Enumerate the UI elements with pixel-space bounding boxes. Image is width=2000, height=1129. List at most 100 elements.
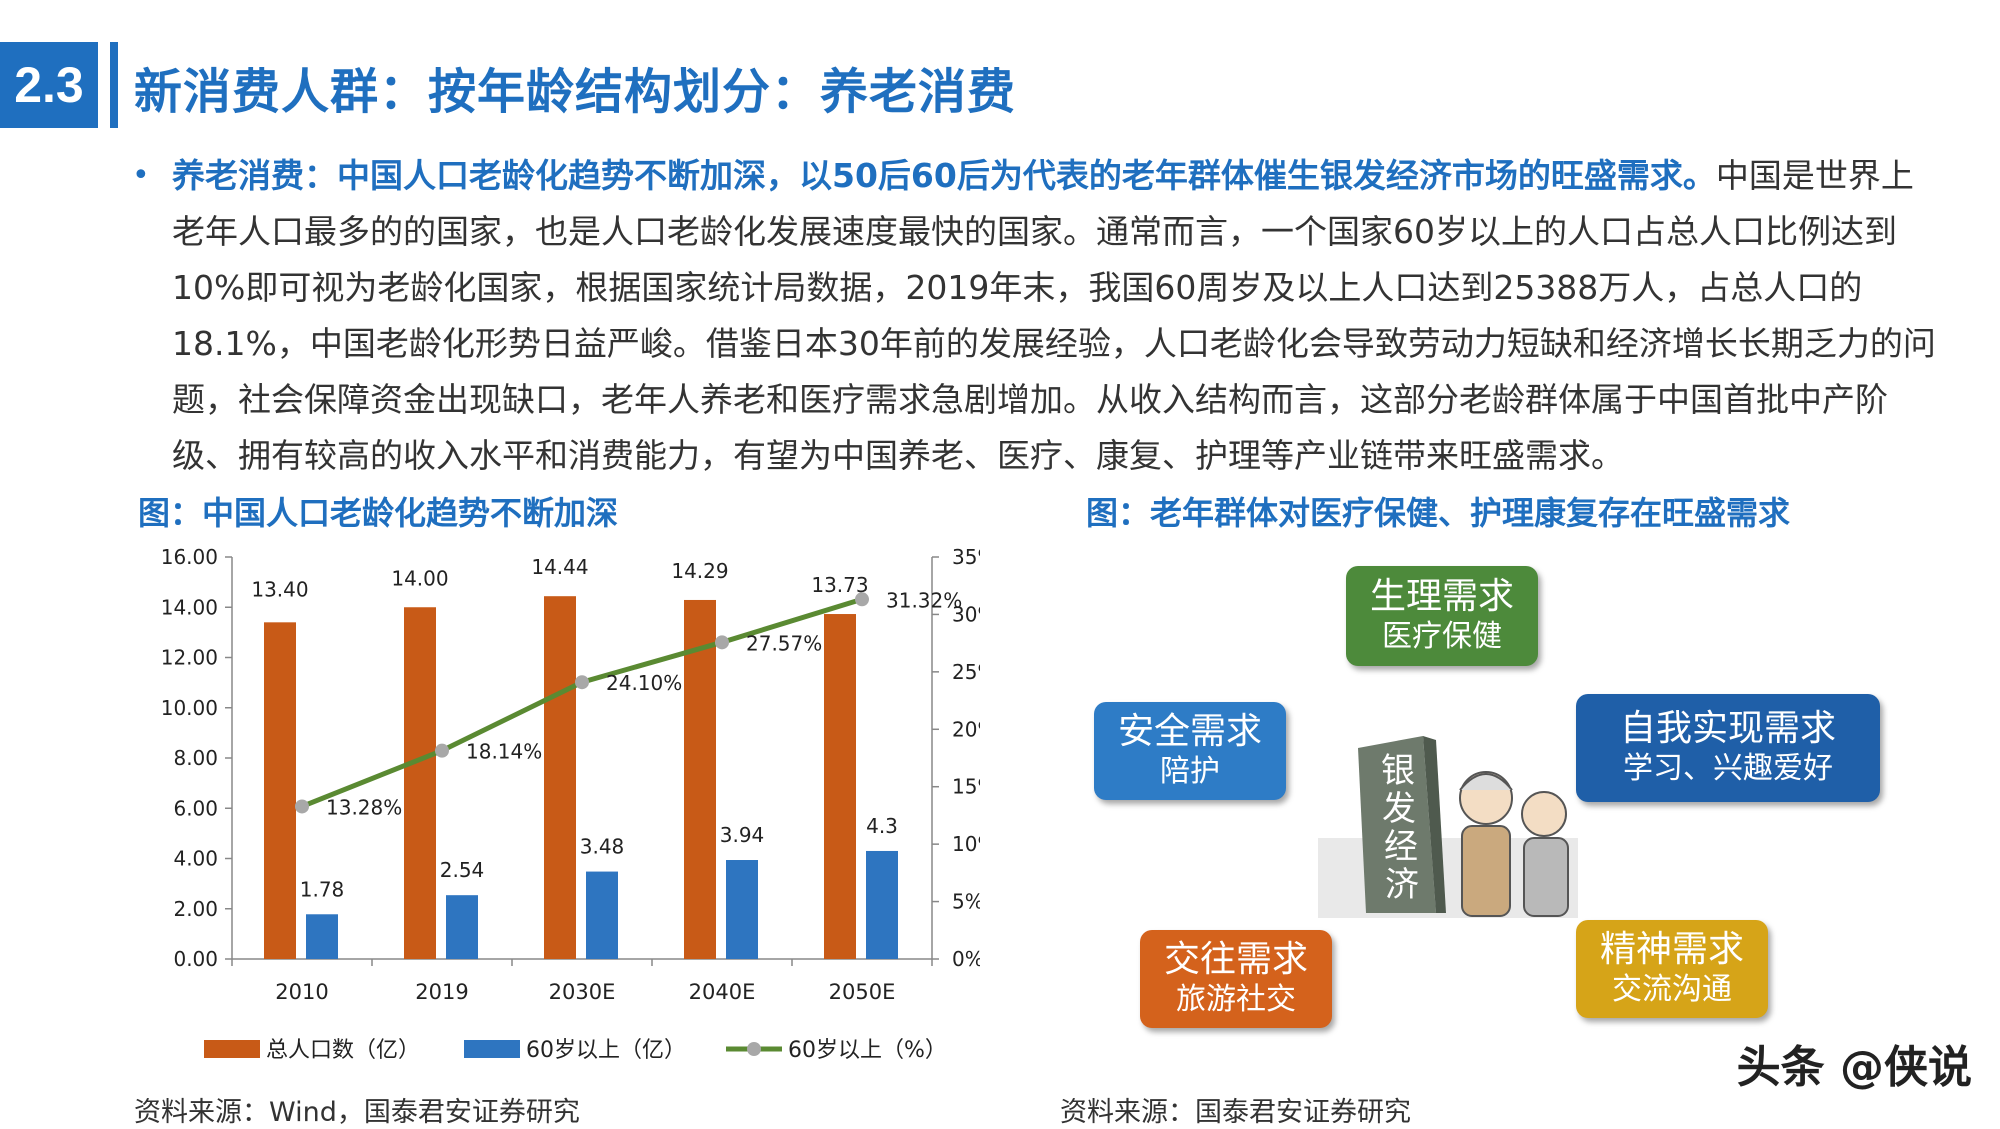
bar-elderly-population: [306, 914, 338, 959]
chart-line: [295, 592, 869, 814]
monument-char-3: 经: [1384, 827, 1418, 867]
y-left-tick-label: 12.00: [161, 646, 218, 670]
need-title: 交往需求: [1163, 939, 1308, 980]
y-right-tick-label: 15%: [952, 775, 980, 799]
x-tick-label: 2030E: [549, 980, 616, 1004]
bar-total-population-label: 13.73: [811, 573, 868, 597]
y-right-tick-label: 5%: [952, 890, 980, 914]
legend-label-line: 60岁以上（%）: [788, 1038, 947, 1063]
need-bubble-self-actualization: 自我实现需求 学习、兴趣爱好: [1576, 694, 1880, 802]
bar-elderly-population-label: 4.3: [866, 814, 898, 838]
body-lead: 养老消费：中国人口老龄化趋势不断加深，以50后60后为代表的老年群体催生银发经济…: [172, 156, 1716, 195]
bar-total-population: [544, 596, 576, 959]
y-left-tick-label: 16.00: [161, 545, 218, 569]
page-title: 新消费人群：按年龄结构划分：养老消费: [134, 64, 1017, 120]
need-title: 精神需求: [1599, 929, 1744, 970]
need-bubble-physiological: 生理需求 医疗保健: [1346, 566, 1538, 666]
monument-char-2: 发: [1382, 789, 1416, 829]
aging-trend-chart: 16.00 14.00 12.00 10.00 8.00 6.00 4.00 2.00 0.00…: [161, 545, 980, 1063]
watermark: 头条 @侠说: [1736, 1042, 1972, 1093]
need-subtitle: 旅游社交: [1176, 982, 1296, 1017]
y-left-tick-label: 10.00: [161, 696, 218, 720]
legend-swatch-elderly: [464, 1040, 520, 1058]
x-tick-label: 2040E: [689, 980, 756, 1004]
legend-label-total: 总人口数（亿）: [266, 1038, 420, 1063]
y-right-tick-label: 25%: [952, 660, 980, 684]
need-bubble-social: 交往需求 旅游社交: [1140, 930, 1332, 1028]
chart-axes: 16.00 14.00 12.00 10.00 8.00 6.00 4.00 2.00 0.00…: [161, 545, 980, 1004]
need-subtitle: 学习、兴趣爱好: [1623, 751, 1833, 786]
need-bubble-safety: 安全需求 陪护: [1094, 702, 1286, 800]
bar-total-population-label: 14.44: [531, 555, 588, 579]
need-subtitle: 交流沟通: [1612, 972, 1732, 1007]
need-subtitle: 陪护: [1160, 754, 1220, 789]
legend-swatch-marker: [747, 1042, 761, 1056]
bar-elderly-population-label: 1.78: [300, 877, 345, 901]
y-left-tick-label: 8.00: [173, 746, 218, 770]
x-tick-label: 2019: [415, 980, 468, 1004]
bullet-icon: •: [132, 158, 150, 193]
y-right-tick-label: 30%: [952, 602, 980, 626]
line-point: [715, 635, 729, 650]
section-number: 2.3: [14, 57, 84, 113]
line-point-label: 27.57%: [746, 631, 822, 655]
section-number-badge: 2.3: [0, 42, 98, 128]
bar-total-population: [824, 614, 856, 959]
line-point: [435, 743, 449, 758]
y-left-tick-label: 6.00: [173, 796, 218, 820]
y-left-tick-label: 0.00: [173, 947, 218, 971]
monument-icon: [1358, 736, 1446, 913]
y-right-tick-label: 20%: [952, 717, 980, 741]
monument-char-4: 济: [1385, 865, 1419, 905]
figure-right-title: 图：老年群体对医疗保健、护理康复存在旺盛需求: [1086, 494, 1791, 532]
title-accent-bar: [110, 42, 118, 128]
line-point-label: 18.14%: [466, 740, 542, 764]
bar-elderly-population: [586, 871, 618, 959]
silver-economy-illustration: 银 发 经 济: [1318, 736, 1578, 918]
bar-total-population-label: 14.29: [671, 559, 728, 583]
line-point-label: 31.32%: [886, 588, 962, 612]
y-left-tick-label: 4.00: [173, 847, 218, 871]
bar-total-population: [684, 599, 716, 959]
body-text: 中国是世界上老年人口最多的的国家，也是人口老龄化发展速度最快的国家。通常而言，一…: [172, 156, 1936, 475]
elderly-woman-icon: [1459, 771, 1513, 917]
y-left-tick-label: 14.00: [161, 595, 218, 619]
line-point: [855, 592, 869, 607]
chart-legend: 总人口数（亿） 60岁以上（亿） 60岁以上（%）: [204, 1038, 947, 1063]
bar-total-population: [404, 607, 436, 959]
line-point: [295, 799, 309, 814]
body-paragraph: 养老消费：中国人口老龄化趋势不断加深，以50后60后为代表的老年群体催生银发经济…: [136, 148, 1936, 484]
line-point-label: 13.28%: [326, 795, 402, 819]
bar-elderly-population: [446, 895, 478, 959]
line-point-label: 24.10%: [606, 671, 682, 695]
monument-char-1: 银: [1381, 751, 1415, 791]
bar-elderly-population-label: 3.48: [580, 835, 625, 859]
need-subtitle: 医疗保健: [1382, 619, 1502, 654]
bar-total-population: [264, 622, 296, 959]
y-right-tick-label: 10%: [952, 832, 980, 856]
figure-left-title: 图：中国人口老龄化趋势不断加深: [138, 494, 619, 532]
bar-elderly-population-label: 2.54: [440, 858, 485, 882]
bar-elderly-population: [866, 850, 898, 959]
chart-labels: 13.40 1.78 14.00 2.54 14.44 3.48 14.29 3.94 13.7…: [251, 555, 962, 901]
y-right-tick-label: 35%: [952, 545, 980, 569]
bar-total-population-label: 14.00: [391, 566, 448, 590]
legend-swatch-total: [204, 1040, 260, 1058]
figure-right-source: 资料来源：国泰君安证券研究: [1060, 1097, 1411, 1128]
legend-label-elderly: 60岁以上（亿）: [526, 1038, 686, 1063]
bar-total-population-label: 13.40: [251, 577, 308, 601]
bar-elderly-population-label: 3.94: [720, 823, 765, 847]
need-title: 生理需求: [1369, 576, 1514, 617]
line-point: [575, 675, 589, 690]
bar-elderly-population: [726, 860, 758, 959]
need-bubble-spiritual: 精神需求 交流沟通: [1576, 920, 1768, 1018]
x-tick-label: 2050E: [829, 980, 896, 1004]
chart-bars: [264, 596, 898, 959]
figure-left-source: 资料来源：Wind，国泰君安证券研究: [134, 1097, 580, 1128]
y-left-tick-label: 2.00: [173, 897, 218, 921]
elderly-man-icon: [1521, 791, 1569, 917]
need-title: 安全需求: [1117, 711, 1262, 752]
y-right-tick-label: 0%: [952, 947, 980, 971]
x-tick-label: 2010: [275, 980, 328, 1004]
need-title: 自我实现需求: [1619, 708, 1836, 749]
